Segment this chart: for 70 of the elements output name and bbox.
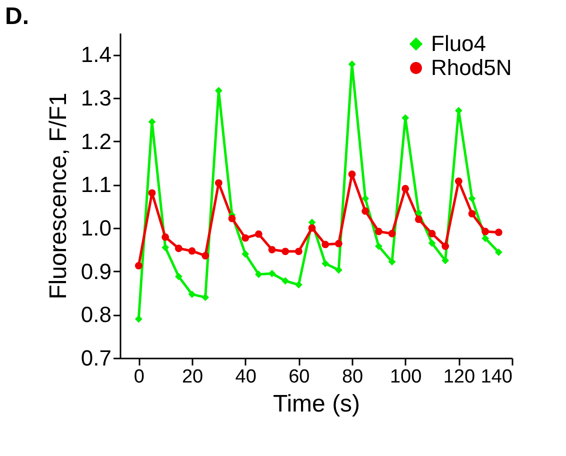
- point: [202, 294, 210, 302]
- point: [362, 194, 370, 202]
- x-tick-label: 40: [235, 366, 256, 388]
- point: [348, 170, 356, 178]
- x-tick-label: 0: [134, 366, 144, 388]
- point: [294, 281, 302, 288]
- point: [334, 240, 342, 248]
- point: [188, 290, 196, 298]
- point: [414, 216, 422, 224]
- point: [188, 247, 196, 255]
- point: [214, 179, 222, 187]
- y-tick-label: 1.0: [80, 216, 112, 240]
- point: [282, 248, 290, 256]
- point: [482, 234, 490, 242]
- point: [374, 242, 382, 250]
- point: [268, 270, 276, 278]
- point: [174, 272, 182, 280]
- point: [134, 262, 142, 270]
- point: [162, 244, 170, 252]
- point: [214, 86, 222, 94]
- x-tick-label: 100: [390, 366, 422, 388]
- point: [174, 244, 182, 252]
- point: [494, 228, 502, 236]
- y-tick-label: 0.8: [80, 302, 112, 328]
- point: [454, 178, 462, 185]
- point: [162, 233, 170, 241]
- legend-label: Rhod5N: [431, 55, 512, 80]
- point: [308, 224, 316, 232]
- point: [348, 60, 356, 68]
- x-tick-label: 20: [182, 366, 204, 388]
- y-tick-label: 1.1: [80, 172, 112, 198]
- chart-title: D.: [5, 3, 29, 30]
- point: [322, 240, 330, 248]
- y-tick-label: 0.7: [80, 346, 112, 370]
- point: [362, 207, 370, 215]
- point: [442, 242, 450, 250]
- point: [388, 230, 396, 238]
- point: [334, 266, 342, 274]
- point: [428, 239, 436, 247]
- point: [428, 230, 436, 238]
- point: [148, 189, 156, 197]
- x-tick-label: 60: [288, 366, 310, 388]
- point: [242, 250, 250, 258]
- point: [482, 228, 490, 236]
- point: [228, 214, 236, 222]
- point: [268, 246, 276, 254]
- point: [202, 252, 210, 260]
- legend-label: Fluo4: [431, 31, 486, 56]
- point: [402, 184, 410, 192]
- y-tick-label: 0.9: [80, 258, 112, 284]
- point: [322, 260, 330, 268]
- point: [374, 228, 382, 236]
- point: [254, 270, 262, 278]
- x-tick-label: 80: [342, 366, 364, 388]
- x-tick-label: 140: [480, 366, 512, 388]
- point: [494, 248, 502, 256]
- y-tick-label: 1.3: [80, 86, 112, 110]
- point: [242, 234, 250, 242]
- y-tick-label: 1.4: [80, 42, 112, 68]
- point: [468, 210, 476, 218]
- point: [294, 248, 302, 256]
- point: [414, 209, 422, 217]
- point: [134, 315, 142, 323]
- x-tick-label: 120: [443, 366, 476, 388]
- x-axis-title: Time (s): [272, 390, 360, 418]
- point: [254, 230, 262, 238]
- y-axis-title: Fluorescence, F/F1: [44, 92, 72, 300]
- point: [282, 277, 290, 285]
- point: [468, 194, 476, 202]
- y-tick-label: 1.2: [80, 128, 112, 154]
